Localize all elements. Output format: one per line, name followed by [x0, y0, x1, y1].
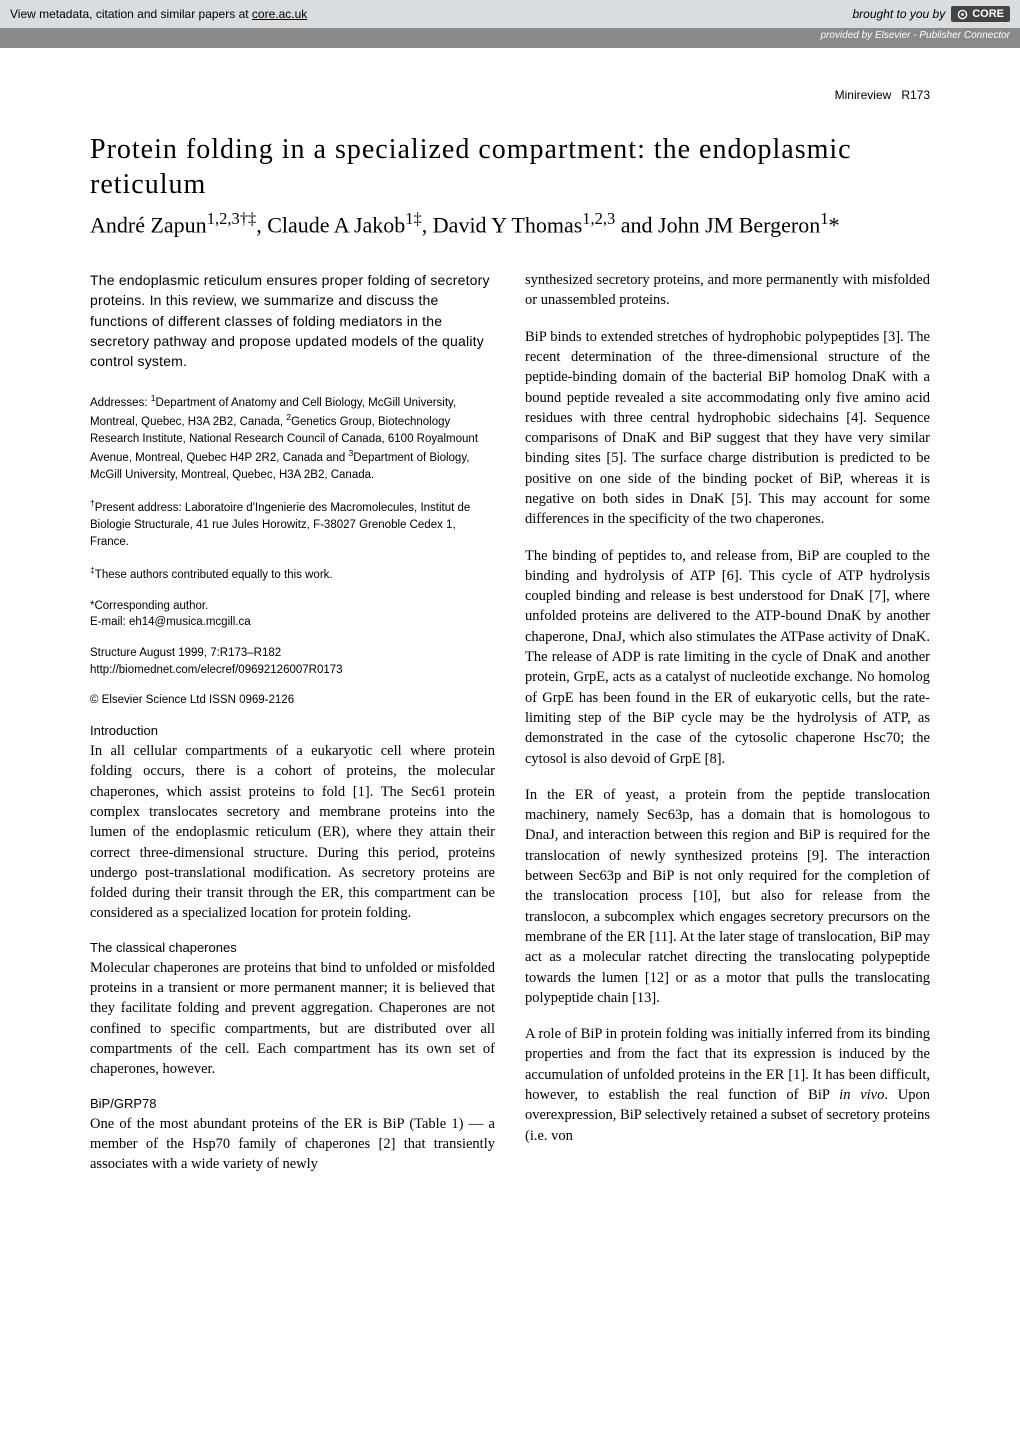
bip-paragraph: One of the most abundant proteins of the… [90, 1114, 495, 1175]
right-column: synthesized secretory proteins, and more… [525, 270, 930, 1174]
section-heading-introduction: Introduction [90, 723, 495, 738]
provided-by-source: Elsevier - Publisher Connector [875, 30, 1010, 41]
equal-contribution: ‡These authors contributed equally to th… [90, 564, 495, 584]
core-icon [957, 9, 968, 20]
authors: André Zapun1,2,3†‡, Claude A Jakob1‡, Da… [90, 208, 930, 240]
core-label: CORE [972, 8, 1004, 20]
addresses: Addresses: 1Department of Anatomy and Ce… [90, 392, 495, 484]
provided-by-banner: provided by Elsevier - Publisher Connect… [0, 28, 1020, 48]
right-p1: synthesized secretory proteins, and more… [525, 270, 930, 311]
banner-right: brought to you by CORE [852, 6, 1010, 22]
provided-by-prefix: provided by [820, 30, 874, 41]
core-link[interactable]: core.ac.uk [252, 7, 307, 21]
section-heading-classical-chaperones: The classical chaperones [90, 940, 495, 955]
section-heading-bip: BiP/GRP78 [90, 1096, 495, 1111]
copyright: © Elsevier Science Ltd ISSN 0969-2126 [90, 692, 495, 709]
citation: Structure August 1999, 7:R173–R182http:/… [90, 645, 495, 678]
title-block: Protein folding in a specialized compart… [0, 132, 1020, 270]
banner-left: View metadata, citation and similar pape… [10, 7, 307, 21]
banner-right-prefix: brought to you by [852, 7, 945, 21]
two-column-layout: The endoplasmic reticulum ensures proper… [0, 270, 1020, 1174]
right-p5: A role of BiP in protein folding was ini… [525, 1024, 930, 1146]
abstract: The endoplasmic reticulum ensures proper… [90, 270, 495, 371]
right-p3: The binding of peptides to, and release … [525, 546, 930, 769]
running-head: Minireview R173 [0, 88, 1020, 102]
intro-paragraph: In all cellular compartments of a eukary… [90, 741, 495, 924]
present-address: †Present address: Laboratoire d'Ingenier… [90, 497, 495, 550]
classical-paragraph: Molecular chaperones are proteins that b… [90, 958, 495, 1080]
core-badge[interactable]: CORE [951, 6, 1010, 22]
page-label: R173 [901, 88, 930, 102]
article-title: Protein folding in a specialized compart… [90, 132, 930, 202]
left-column: The endoplasmic reticulum ensures proper… [90, 270, 495, 1174]
right-p2: BiP binds to extended stretches of hydro… [525, 327, 930, 530]
corresponding-author: *Corresponding author.E-mail: eh14@music… [90, 598, 495, 631]
banner-left-prefix: View metadata, citation and similar pape… [10, 7, 252, 21]
right-p4: In the ER of yeast, a protein from the p… [525, 785, 930, 1008]
core-banner: View metadata, citation and similar pape… [0, 0, 1020, 28]
section-label: Minireview [835, 88, 892, 102]
